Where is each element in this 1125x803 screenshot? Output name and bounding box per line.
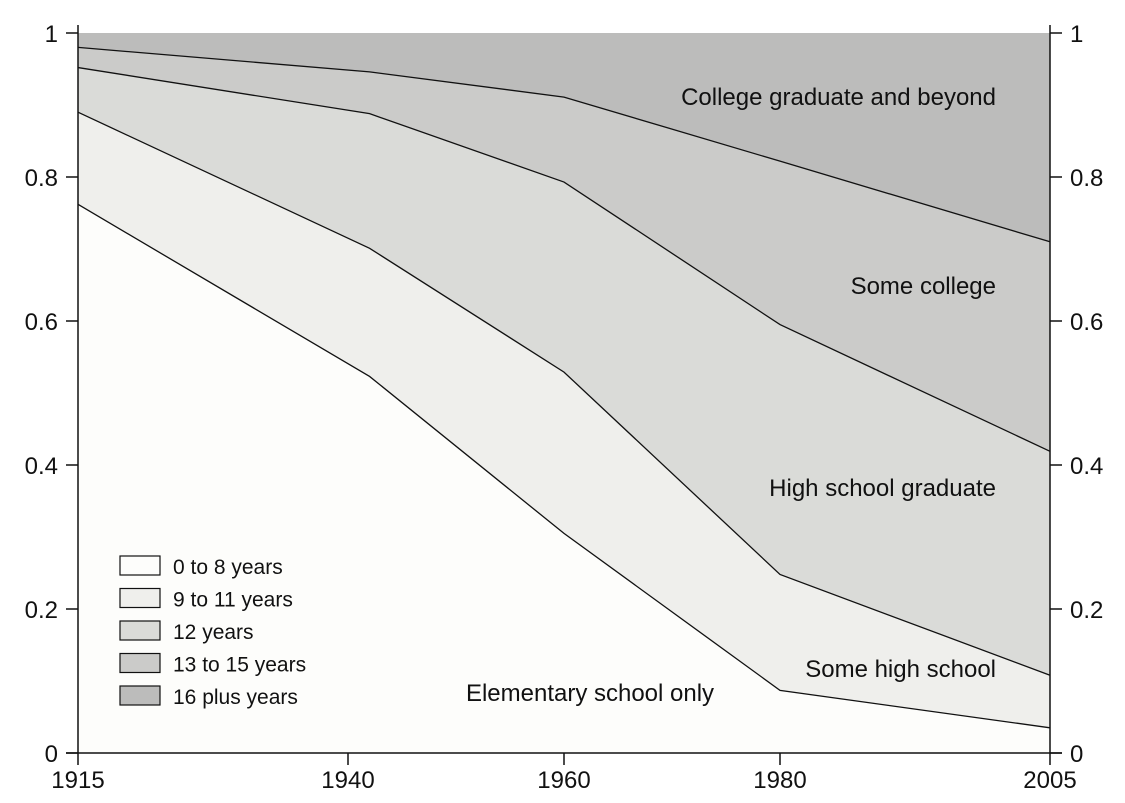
boundary-lines (77, 46, 1051, 729)
y-tick-label-left: 0.4 (25, 453, 58, 480)
area-label-college-graduate: College graduate and beyond (681, 84, 996, 111)
x-tick-label: 1960 (537, 767, 590, 794)
legend-label-1: 9 to 11 years (173, 589, 293, 612)
area-band-1 (78, 112, 1050, 728)
y-tick-label-left: 0.6 (25, 309, 58, 336)
boundary-line-2 (77, 66, 1051, 452)
y-tick-label-right: 1 (1070, 21, 1083, 48)
x-tick-label: 2005 (1023, 767, 1076, 794)
legend-swatch-1 (119, 587, 161, 609)
area-label-elementary-school: Elementary school only (466, 680, 714, 707)
y-tick-label-left: 1 (45, 21, 58, 48)
area-label-some-college: Some college (851, 273, 996, 300)
x-tick-label: 1980 (753, 767, 806, 794)
boundary-line-3 (77, 46, 1051, 243)
area-label-high-school-graduate: High school graduate (769, 475, 996, 502)
area-band-0 (78, 204, 1050, 754)
y-tick-label-right: 0.8 (1070, 165, 1103, 192)
y-tick-label-left: 0 (45, 741, 58, 768)
legend-label-4: 16 plus years (173, 686, 298, 709)
y-tick-label-left: 0.2 (25, 597, 58, 624)
boundary-line-0 (77, 203, 1051, 729)
y-tick-label-right: 0 (1070, 741, 1083, 768)
y-tick-label-left: 0.8 (25, 165, 58, 192)
y-tick-label-right: 0.6 (1070, 309, 1103, 336)
boundary-line-1 (77, 111, 1051, 676)
y-tick-label-right: 0.2 (1070, 597, 1103, 624)
x-tick-label: 1915 (51, 767, 104, 794)
y-tick-label-right: 0.4 (1070, 453, 1103, 480)
legend-label-3: 13 to 15 years (173, 654, 306, 677)
legend: 0 to 8 years 9 to 11 years 12 years 13 to 1… (119, 555, 306, 709)
legend-swatch-2 (119, 620, 161, 641)
area-band-4 (78, 33, 1050, 242)
legend-swatch-4 (119, 685, 161, 706)
area-band-3 (78, 47, 1050, 452)
legend-swatch-3 (119, 652, 161, 674)
axes: 0 0 0.2 0.2 0.4 0.4 0.6 0.6 0.8 0.8 1 1 1915 1940 1960… (25, 21, 1104, 794)
legend-swatch-0 (119, 555, 161, 576)
x-tick-label: 1940 (321, 767, 374, 794)
area-label-some-high-school: Some high school (805, 656, 996, 683)
legend-label-0: 0 to 8 years (173, 556, 283, 579)
area-labels: College graduate and beyond Some college… (466, 84, 996, 707)
legend-label-2: 12 years (173, 621, 254, 644)
area-layer (78, 33, 1050, 754)
